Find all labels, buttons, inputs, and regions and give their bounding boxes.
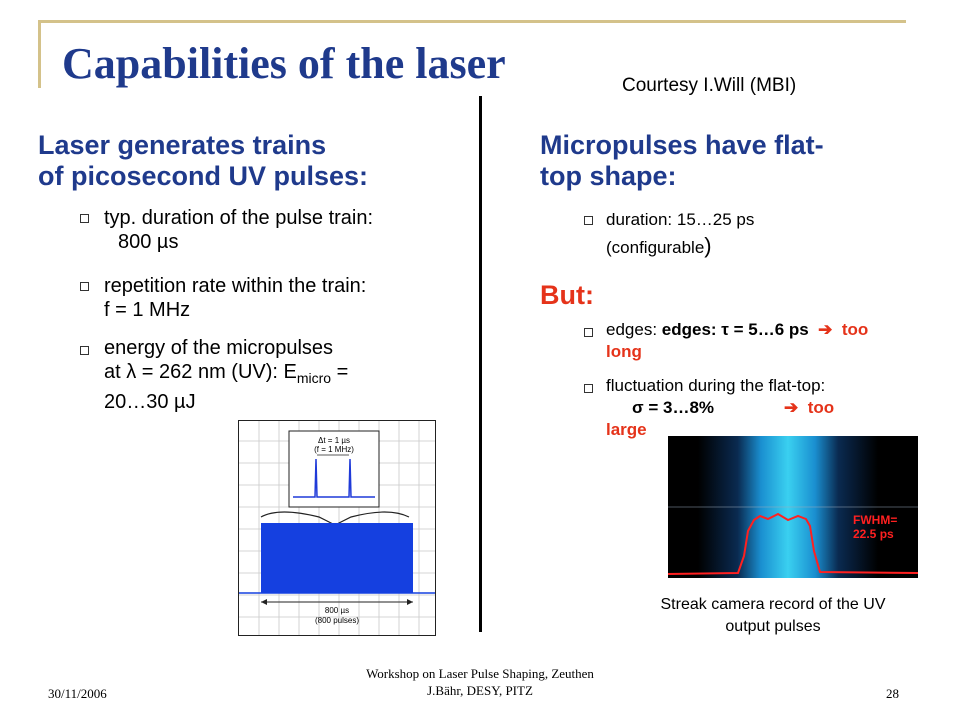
bullet-square-icon (80, 214, 89, 223)
e-micro-subscript: micro (296, 370, 332, 386)
left-heading-line1: Laser generates trains (38, 130, 327, 160)
fwhm-value: 22.5 ps (853, 527, 894, 541)
sigma-value: σ = 3…8% (632, 398, 715, 417)
closing-paren: ) (704, 233, 712, 258)
bullet-square-icon (80, 346, 89, 355)
duration-label: 800 µs (325, 606, 349, 615)
left-bullet-3-line2a: at λ = 262 nm (UV): E (104, 361, 297, 383)
left-bullet-1-line2: 800 µs (118, 231, 179, 253)
pulses-label: (800 pulses) (315, 616, 359, 625)
left-heading: Laser generates trains of picosecond UV … (38, 130, 368, 192)
inset-f-label: (f = 1 MHz) (314, 445, 354, 454)
streak-camera-image: FWHM= 22.5 ps (668, 436, 918, 578)
figure-caption: Streak camera record of the UV output pu… (612, 594, 934, 638)
bullet-square-icon (80, 282, 89, 291)
left-bullet-1: typ. duration of the pulse train: 800 µs (104, 206, 474, 254)
arrow-left-icon (261, 599, 267, 605)
caption-line1: Streak camera record of the UV (660, 596, 886, 613)
left-bullet-2-line2: f = 1 MHz (104, 299, 191, 321)
left-bullet-1-line1: typ. duration of the pulse train: (104, 207, 374, 229)
too-text: too (841, 320, 869, 339)
footer-center-line2: J.Bähr, DESY, PITZ (427, 683, 533, 698)
right-bullet-2: edges: edges: τ = 5…6 ps ➔ too long (606, 319, 926, 363)
left-bullet-3-line2b: = (331, 361, 349, 383)
courtesy-note: Courtesy I.Will (MBI) (622, 75, 797, 96)
page-number: 28 (886, 686, 899, 701)
right-bullet-1-line2: (configurable) (606, 235, 926, 259)
left-bullet-2-line1: repetition rate within the train: (104, 275, 367, 297)
right-heading: Micropulses have flat- top shape: (540, 130, 824, 192)
too-text: too (807, 398, 835, 417)
title-rule-vertical (38, 20, 41, 88)
pulse-train-figure: Δt = 1 µs (f = 1 MHz) 800 µs (800 pulses… (238, 420, 436, 636)
bullet-square-icon (584, 328, 593, 337)
large-text: large (606, 420, 647, 439)
right-bullet-1-line1: duration: 15…25 ps (606, 210, 755, 229)
caption-line2: output pulses (725, 618, 821, 635)
left-bullet-3: energy of the micropulses at λ = 262 nm … (104, 336, 474, 414)
inset-box (288, 430, 380, 508)
edges-value: edges: τ = 5…6 ps (661, 320, 809, 339)
arrow-right-icon: ➔ (818, 320, 833, 339)
column-divider (479, 96, 482, 632)
left-bullet-2: repetition rate within the train: f = 1 … (104, 274, 474, 322)
streak-camera-svg: FWHM= 22.5 ps (668, 436, 918, 578)
arrow-right-icon (407, 599, 413, 605)
title-rule-horizontal (38, 20, 906, 23)
pulse-train-svg: Δt = 1 µs (f = 1 MHz) 800 µs (800 pulses… (239, 421, 435, 635)
right-bullet-3: fluctuation during the flat-top: σ = 3…8… (606, 375, 926, 441)
footer-center-line1: Workshop on Laser Pulse Shaping, Zeuthen (366, 666, 594, 681)
slide-title: Capabilities of the laser (62, 39, 506, 88)
footer-date: 30/11/2006 (48, 686, 107, 701)
long-text: long (606, 342, 642, 361)
bullet-square-icon (584, 216, 593, 225)
left-bullet-3-line2: at λ = 262 nm (UV): Emicro = (104, 360, 474, 390)
configurable-text: (configurable (606, 238, 705, 257)
right-bullet-3-line1: fluctuation during the flat-top: (606, 376, 826, 395)
inset-pulses (293, 458, 375, 498)
right-bullet-3-line2: σ = 3…8% ➔ too (606, 397, 926, 419)
arrow-right-icon: ➔ (784, 398, 799, 417)
fwhm-label: FWHM= (853, 513, 897, 527)
right-bullet-2-line1: edges: edges: τ = 5…6 ps ➔ too (606, 320, 869, 339)
footer-center: Workshop on Laser Pulse Shaping, Zeuthen… (300, 665, 660, 699)
inset-dt-label: Δt = 1 µs (318, 436, 350, 445)
right-heading-line2: top shape: (540, 161, 677, 191)
bullet-square-icon (584, 384, 593, 393)
pulse-train-block (261, 523, 413, 593)
right-heading-line1: Micropulses have flat- (540, 130, 824, 160)
left-bullet-3-line1: energy of the micropulses (104, 337, 334, 359)
but-heading: But: (540, 280, 594, 310)
left-bullet-3-line3: 20…30 µJ (104, 391, 196, 413)
right-bullet-1: duration: 15…25 ps (configurable) (606, 209, 926, 259)
pulse-profile (668, 512, 918, 575)
left-heading-line2: of picosecond UV pulses: (38, 161, 369, 191)
